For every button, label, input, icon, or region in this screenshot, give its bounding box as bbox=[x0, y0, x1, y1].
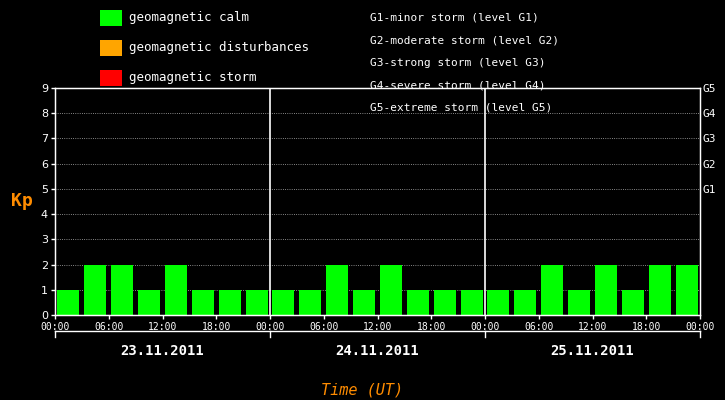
Text: Time (UT): Time (UT) bbox=[321, 382, 404, 398]
Bar bbox=[595, 264, 617, 315]
Bar bbox=[326, 264, 348, 315]
Bar bbox=[622, 290, 644, 315]
Bar bbox=[568, 290, 590, 315]
Text: G4-severe storm (level G4): G4-severe storm (level G4) bbox=[370, 80, 545, 90]
Text: G2-moderate storm (level G2): G2-moderate storm (level G2) bbox=[370, 36, 559, 46]
Bar bbox=[434, 290, 456, 315]
Bar bbox=[460, 290, 483, 315]
Bar bbox=[353, 290, 375, 315]
Text: geomagnetic storm: geomagnetic storm bbox=[129, 72, 257, 84]
Bar bbox=[407, 290, 428, 315]
Bar bbox=[299, 290, 321, 315]
Bar bbox=[165, 264, 187, 315]
Bar bbox=[219, 290, 241, 315]
Bar bbox=[246, 290, 268, 315]
Bar bbox=[192, 290, 214, 315]
Text: G5-extreme storm (level G5): G5-extreme storm (level G5) bbox=[370, 103, 552, 113]
Text: geomagnetic disturbances: geomagnetic disturbances bbox=[129, 42, 310, 54]
Bar bbox=[111, 264, 133, 315]
Bar bbox=[138, 290, 160, 315]
Bar bbox=[84, 264, 107, 315]
Bar bbox=[57, 290, 80, 315]
Text: geomagnetic calm: geomagnetic calm bbox=[129, 12, 249, 24]
Text: Kp: Kp bbox=[12, 192, 33, 210]
Text: G3-strong storm (level G3): G3-strong storm (level G3) bbox=[370, 58, 545, 68]
Text: 23.11.2011: 23.11.2011 bbox=[120, 344, 204, 358]
Text: 25.11.2011: 25.11.2011 bbox=[550, 344, 634, 358]
Bar bbox=[676, 264, 697, 315]
Bar bbox=[649, 264, 671, 315]
Bar bbox=[380, 264, 402, 315]
Text: 24.11.2011: 24.11.2011 bbox=[336, 344, 419, 358]
Bar bbox=[514, 290, 536, 315]
Bar bbox=[541, 264, 563, 315]
Bar bbox=[273, 290, 294, 315]
Bar bbox=[487, 290, 510, 315]
Text: G1-minor storm (level G1): G1-minor storm (level G1) bbox=[370, 13, 539, 23]
